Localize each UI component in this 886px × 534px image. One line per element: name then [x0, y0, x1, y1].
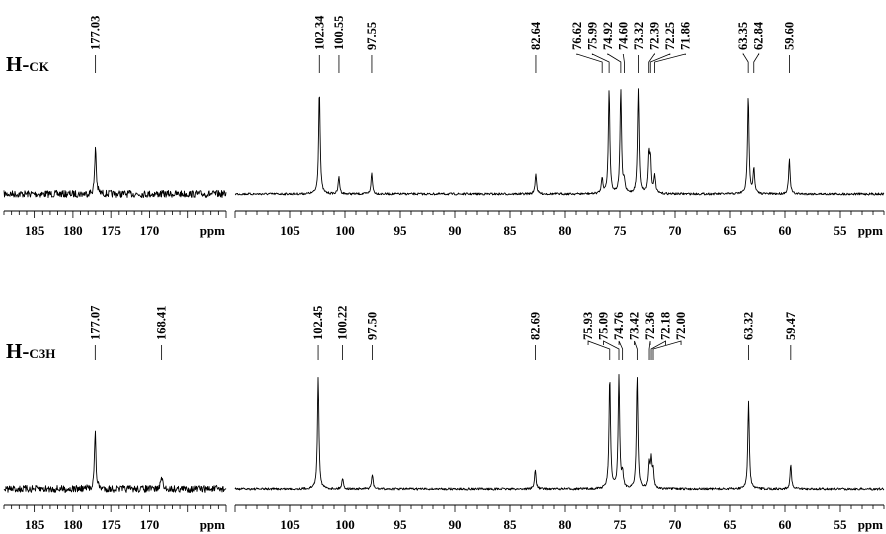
peak-leader-line	[634, 340, 638, 360]
peak-leader-line	[607, 53, 622, 73]
peak-label: 97.55	[365, 22, 379, 50]
peak-label: 76.62	[570, 22, 584, 50]
peak-leader-line	[650, 340, 666, 360]
peak-label: 63.32	[741, 312, 755, 340]
panel-name-label: H-C3H	[6, 339, 55, 363]
tick-label: 185	[25, 223, 45, 238]
x-axis-unit-label: ppm	[200, 223, 225, 238]
peak-label: 63.35	[736, 22, 750, 50]
peak-leader-line	[587, 340, 611, 360]
peak-label: 75.09	[597, 312, 611, 340]
x-axis-unit-label: ppm	[200, 517, 225, 532]
peak-leader-line	[654, 53, 686, 73]
peak-leader-line	[753, 52, 760, 73]
tick-label: 75	[614, 517, 628, 532]
peak-label: 177.03	[89, 16, 103, 50]
peak-label: 72.00	[674, 312, 688, 340]
peak-label: 71.86	[678, 22, 692, 50]
spectrum-panel-2: 185 180 175 170 ppm 177.07 168.41 105 100 95 90 85 8…	[3, 306, 885, 532]
peak-leader-line	[591, 53, 610, 73]
peak-leader-line	[622, 53, 625, 73]
tick-label: 55	[834, 223, 848, 238]
peak-label: 62.84	[752, 21, 766, 50]
peak-leader-line	[652, 340, 682, 360]
tick-label: 170	[140, 223, 160, 238]
peak-label: 73.32	[632, 22, 646, 50]
peak-leader-line	[603, 340, 620, 360]
tick-label: 100	[335, 517, 355, 532]
peak-label: 73.42	[628, 312, 642, 340]
peak-label: 168.41	[155, 306, 169, 340]
x-axis-unit-label: ppm	[858, 223, 883, 238]
tick-label: 180	[63, 223, 83, 238]
tick-label: 90	[449, 517, 462, 532]
tick-label: 70	[669, 517, 682, 532]
tick-label: 95	[394, 223, 408, 238]
tick-label: 60	[779, 517, 792, 532]
spectrum-trace-left	[3, 146, 227, 199]
peak-label: 72.18	[659, 312, 673, 340]
x-axis-unit-label: ppm	[858, 517, 883, 532]
spectrum-panel-1: 185 180 175 170 ppm 177.03 105 100 95 90 85 80 75 70 6…	[3, 15, 885, 238]
peak-label: 100.22	[336, 306, 350, 340]
peak-leader-line	[618, 340, 624, 360]
tick-label: 60	[779, 223, 792, 238]
peak-label: 72.39	[647, 22, 661, 50]
peak-leader-line	[742, 52, 749, 73]
peak-label: 82.64	[529, 21, 543, 50]
tick-label: 75	[614, 223, 628, 238]
peak-label: 74.76	[612, 312, 626, 340]
tick-label: 175	[101, 223, 121, 238]
tick-label: 105	[280, 517, 300, 532]
peak-label: 59.47	[784, 312, 798, 340]
peak-label: 97.50	[366, 312, 380, 340]
peak-label: 72.36	[643, 312, 657, 340]
peak-label: 75.99	[585, 22, 599, 50]
spectrum-trace-left	[3, 430, 227, 493]
peak-leader-line	[648, 340, 651, 360]
peak-label: 82.69	[528, 312, 542, 340]
peak-leader-line	[648, 52, 655, 73]
tick-label: 85	[504, 517, 518, 532]
tick-label: 80	[559, 223, 572, 238]
tick-label: 65	[724, 517, 738, 532]
tick-label: 95	[394, 517, 408, 532]
peak-label: 100.55	[332, 16, 346, 50]
tick-label: 100	[335, 223, 355, 238]
tick-label: 175	[101, 517, 121, 532]
tick-label: 90	[449, 223, 462, 238]
spectrum-trace-right	[234, 88, 885, 196]
tick-label: 105	[280, 223, 300, 238]
peak-label: 74.92	[601, 22, 615, 50]
peak-label: 102.34	[312, 15, 326, 50]
peak-label: 102.45	[311, 306, 325, 340]
tick-label: 170	[140, 517, 160, 532]
tick-label: 80	[559, 517, 572, 532]
tick-label: 85	[504, 223, 518, 238]
panel-name-label: H-CK	[6, 52, 50, 76]
peak-leader-line	[576, 53, 603, 73]
tick-label: 180	[63, 517, 83, 532]
tick-label: 65	[724, 223, 738, 238]
tick-label: 55	[834, 517, 848, 532]
peak-label: 72.25	[663, 22, 677, 50]
tick-label: 185	[25, 517, 45, 532]
peak-label: 74.60	[616, 22, 630, 50]
peak-label: 177.07	[88, 306, 102, 340]
peak-label: 59.60	[782, 22, 796, 50]
peak-label: 75.93	[581, 312, 595, 340]
tick-label: 70	[669, 223, 682, 238]
spectrum-trace-right	[234, 374, 885, 491]
peak-leader-line	[649, 53, 671, 73]
